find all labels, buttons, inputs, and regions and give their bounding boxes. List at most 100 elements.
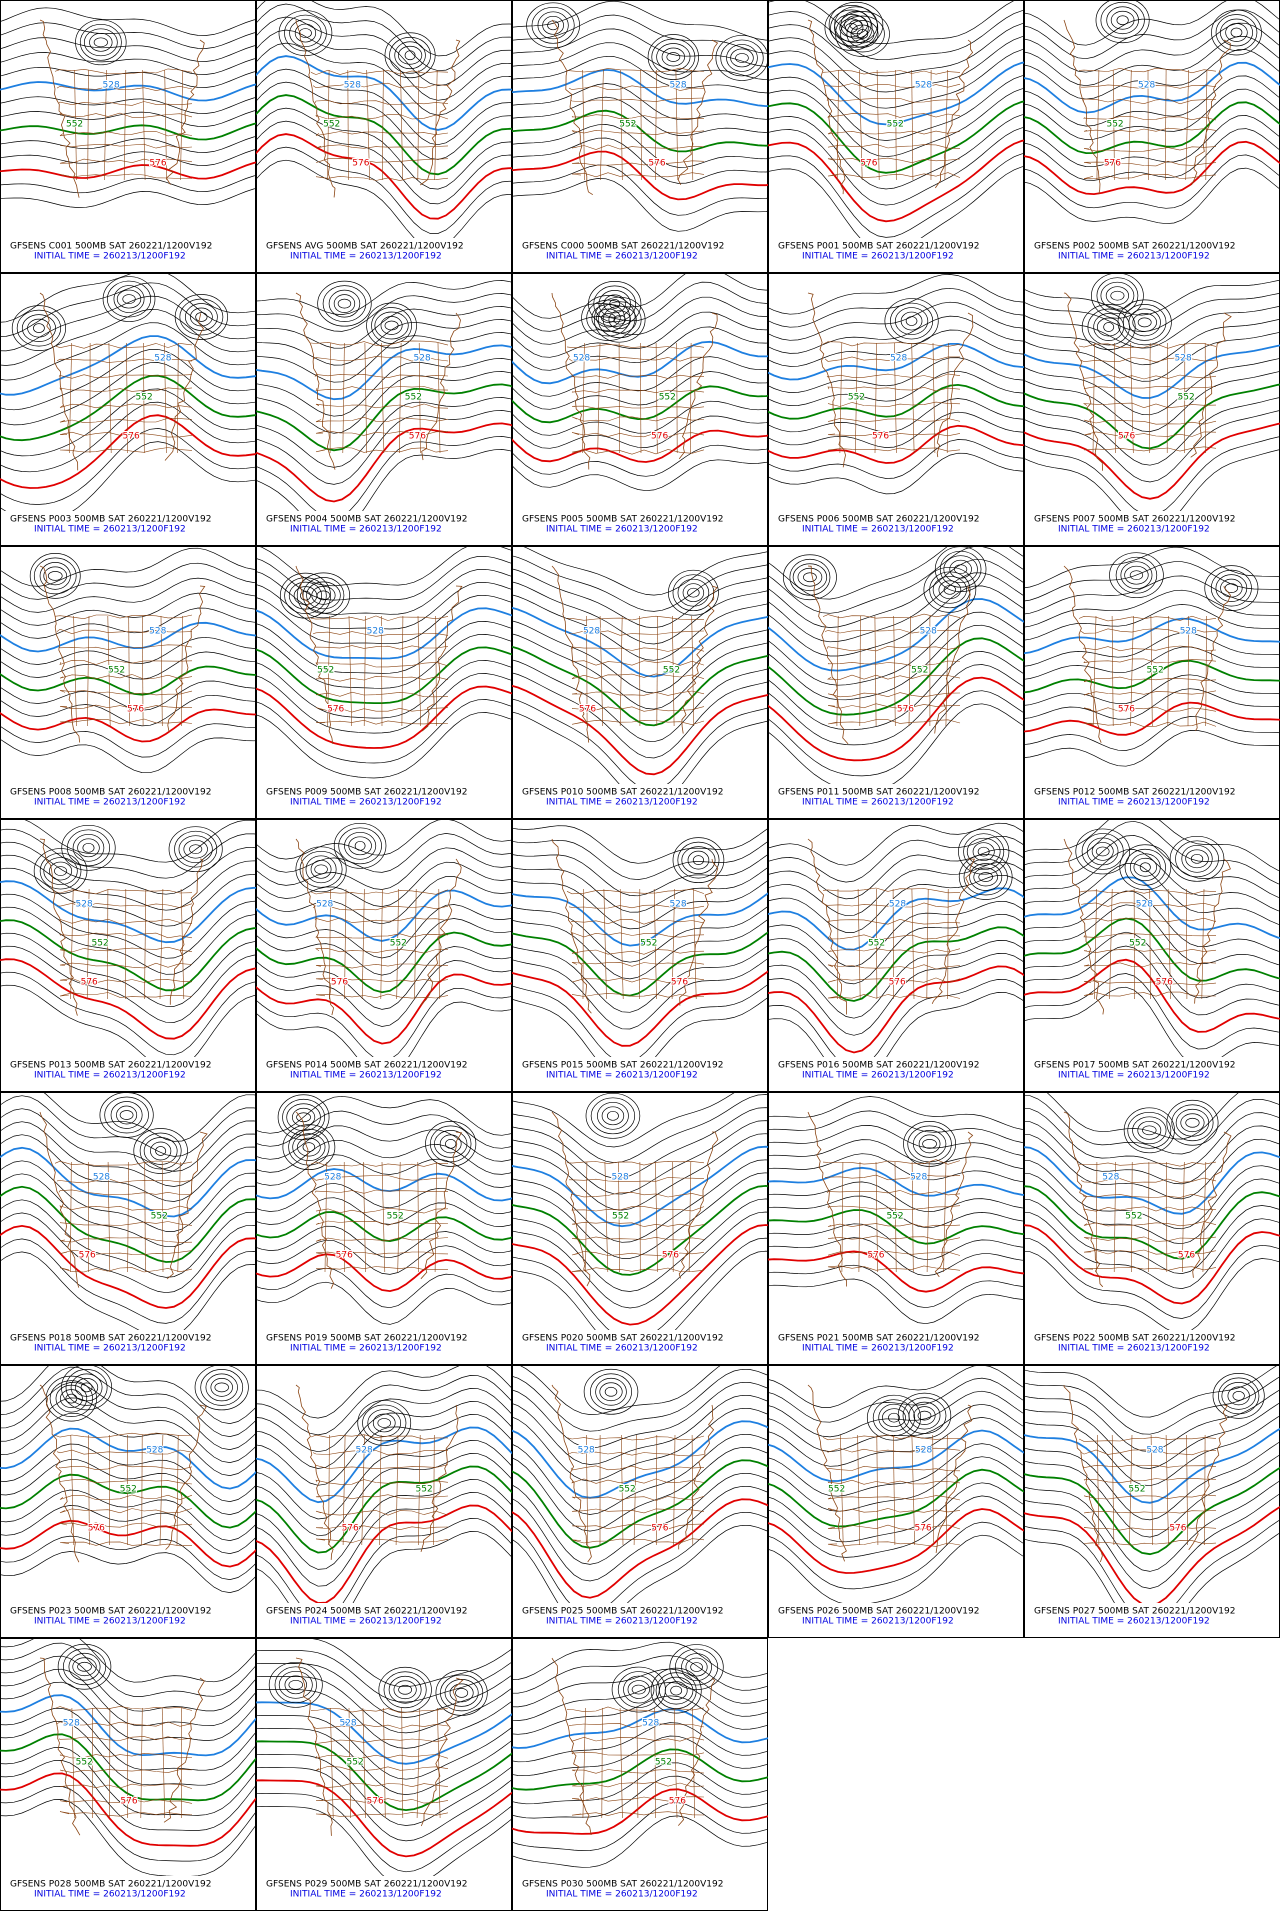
contour — [256, 918, 512, 976]
panel-title: GFSENS P023 500MB SAT 260221/1200V192 — [10, 1607, 211, 1617]
closed-contour — [1129, 853, 1161, 882]
contour-label: 576 — [336, 1251, 353, 1261]
contour — [0, 96, 256, 114]
key-contour — [0, 1772, 256, 1847]
contour — [0, 1747, 256, 1816]
closed-contour — [317, 280, 372, 327]
border — [315, 416, 449, 423]
closed-contour — [102, 276, 156, 322]
border — [1082, 116, 1217, 121]
contour-label: 576 — [872, 432, 889, 442]
border — [70, 1434, 75, 1546]
border — [161, 1707, 165, 1819]
panel-border — [0, 1365, 256, 1638]
closed-contour — [72, 833, 105, 862]
border — [128, 615, 130, 727]
border — [396, 888, 399, 1000]
closed-contour — [310, 859, 332, 879]
border — [1081, 84, 1217, 89]
contour-label: 552 — [120, 1485, 137, 1495]
contour — [512, 281, 768, 332]
border — [59, 1221, 193, 1226]
contour — [768, 1403, 1024, 1452]
map-area: 528 552 576 — [768, 0, 1024, 238]
border — [1083, 1236, 1217, 1242]
key-contour — [512, 892, 768, 947]
key-contour — [256, 133, 512, 220]
contour — [512, 1172, 768, 1259]
contour — [256, 546, 512, 587]
border — [837, 69, 839, 181]
border — [59, 1811, 193, 1817]
closed-contour — [305, 855, 337, 884]
contour — [512, 1094, 768, 1163]
map-area: 528 552 576 — [768, 1365, 1024, 1603]
contour — [0, 188, 256, 208]
border — [571, 961, 705, 967]
panel-title: GFSENS P011 500MB SAT 260221/1200V192 — [778, 788, 979, 798]
map-area: 528 552 576 — [1024, 1092, 1280, 1330]
panel-border — [0, 1638, 256, 1911]
border — [56, 902, 193, 909]
border — [59, 1541, 193, 1547]
coastline — [551, 1657, 592, 1835]
border — [107, 615, 111, 727]
closed-contour — [1220, 578, 1243, 598]
map-panel: 528 552 576 GFSENS P014 500MB SAT 260221/12… — [256, 819, 512, 1092]
border — [691, 615, 695, 727]
panel-border — [512, 1638, 768, 1911]
border — [348, 615, 352, 727]
coastline — [420, 1404, 459, 1553]
coastline — [551, 838, 592, 1014]
contour — [512, 28, 768, 67]
contour — [512, 1682, 768, 1721]
closed-contour — [445, 1139, 457, 1149]
closed-contour — [289, 19, 322, 47]
key-contour — [512, 1184, 768, 1276]
key-contour — [0, 81, 256, 102]
map-area: 528 552 576 — [512, 1365, 768, 1603]
key-contour — [0, 1473, 256, 1529]
closed-contour — [1123, 1107, 1175, 1154]
contour — [0, 1799, 256, 1876]
border — [827, 130, 961, 135]
closed-contour — [116, 289, 142, 309]
initial-time: INITIAL TIME = 260213/1200F192 — [1058, 1617, 1210, 1627]
key-contour — [1024, 61, 1280, 114]
contour — [768, 848, 1024, 900]
border — [1083, 690, 1217, 696]
contour — [768, 992, 1024, 1057]
border — [688, 1161, 692, 1273]
contour — [512, 854, 768, 897]
contour — [0, 309, 256, 366]
contour — [512, 1722, 768, 1763]
border — [1201, 888, 1205, 1000]
contour — [1024, 646, 1280, 680]
contour — [0, 1238, 256, 1324]
map-panel: 528 552 576 GFSENS P004 500MB SAT 260221/12… — [256, 273, 512, 546]
border — [160, 615, 163, 727]
closed-contour — [972, 842, 995, 862]
closed-contour — [435, 1670, 488, 1716]
border — [58, 101, 193, 106]
border — [417, 69, 420, 181]
border — [312, 1175, 449, 1181]
contour — [0, 1121, 256, 1187]
contour — [1024, 115, 1280, 168]
map-area: 528 552 576 — [256, 0, 512, 238]
border — [571, 673, 705, 680]
contour — [512, 137, 768, 184]
map-area: 528 552 576 — [0, 1638, 256, 1876]
initial-time: INITIAL TIME = 260213/1200F192 — [290, 1344, 442, 1354]
closed-contour — [278, 1670, 313, 1699]
initial-time: INITIAL TIME = 260213/1200F192 — [290, 1617, 442, 1627]
contour — [512, 178, 768, 232]
coastline — [420, 1131, 463, 1280]
border — [1167, 615, 1169, 727]
closed-contour — [174, 294, 228, 340]
contour — [0, 1535, 256, 1580]
closed-contour — [782, 554, 837, 601]
contour — [512, 659, 768, 743]
closed-contour — [77, 1661, 92, 1672]
contour — [768, 1377, 1024, 1423]
